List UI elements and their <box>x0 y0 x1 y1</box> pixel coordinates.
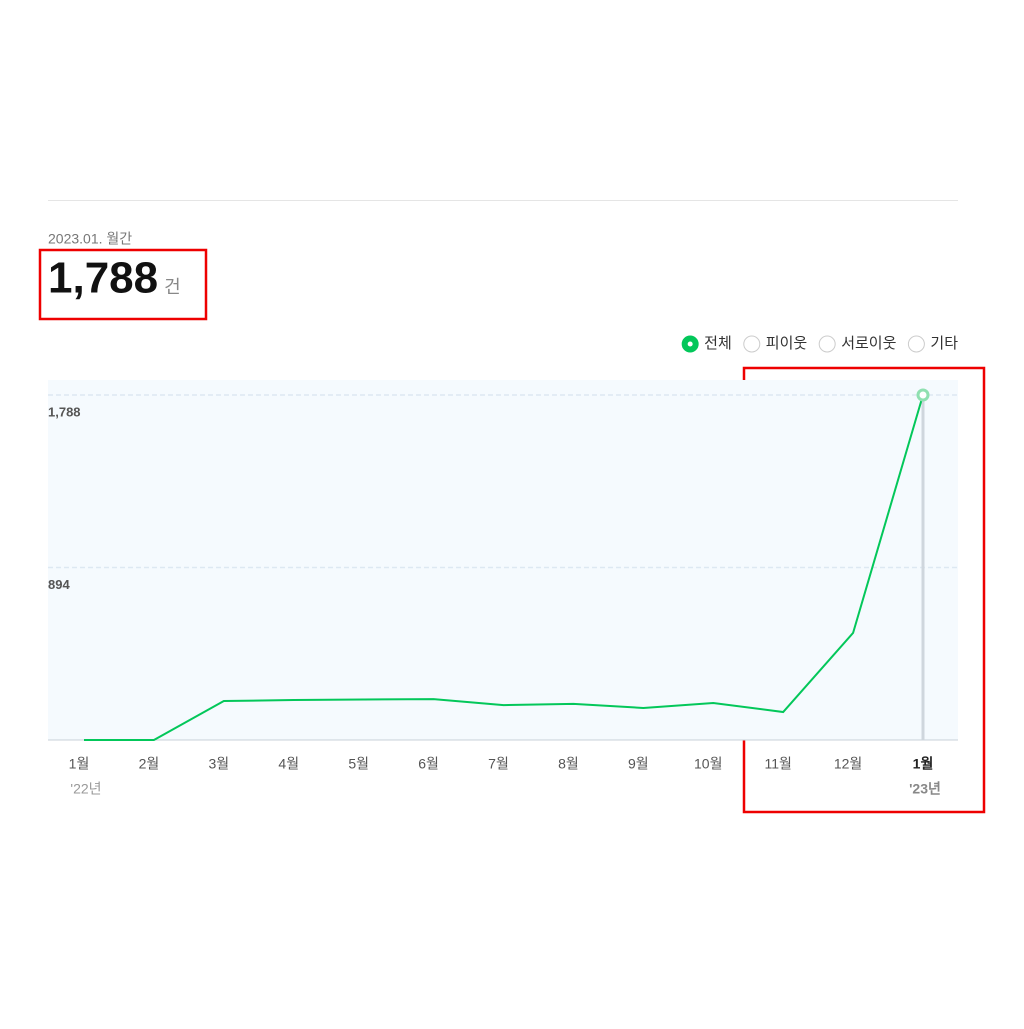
radio-dot[interactable] <box>687 341 693 347</box>
filter-label[interactable]: 전체 <box>704 335 732 352</box>
year-label: '23년 <box>909 781 941 797</box>
data-point <box>916 388 930 402</box>
x-tick-label: 2월 <box>139 756 160 772</box>
y-tick-label: 1,788 <box>48 404 81 419</box>
plot-background <box>48 380 958 740</box>
x-tick-label: 5월 <box>348 756 369 772</box>
x-tick-label: 8월 <box>558 756 579 772</box>
year-label: '22년 <box>70 781 101 797</box>
x-tick-label: 3월 <box>208 756 229 772</box>
x-tick-label: 9월 <box>628 756 649 772</box>
summary-label: 2023.01. 월간 <box>48 231 132 247</box>
highlight-box <box>38 248 208 321</box>
summary-value: 1,788 <box>48 254 158 303</box>
x-tick-label: 7월 <box>488 756 509 772</box>
filter-label[interactable]: 기타 <box>930 335 958 352</box>
summary-unit: 건 <box>164 277 181 297</box>
x-tick-label: 1월 <box>69 756 90 772</box>
y-tick-label: 894 <box>48 577 70 592</box>
filter-label[interactable]: 피이웃 <box>766 335 808 352</box>
x-tick-label: 12월 <box>834 756 862 772</box>
radio-button[interactable] <box>743 335 761 353</box>
filter-group: 기타 서로이웃 피이웃 전체 <box>681 335 958 353</box>
radio-button[interactable] <box>907 335 925 353</box>
data-line <box>84 394 924 741</box>
filter-label[interactable]: 서로이웃 <box>841 335 896 352</box>
x-tick-label: 10월 <box>694 756 722 772</box>
x-tick-label: 4월 <box>278 756 299 772</box>
x-tick-label: 6월 <box>418 756 439 772</box>
x-tick-label: 1월 <box>913 756 934 772</box>
x-tick-label: 11월 <box>764 756 791 772</box>
radio-button[interactable] <box>818 335 836 353</box>
